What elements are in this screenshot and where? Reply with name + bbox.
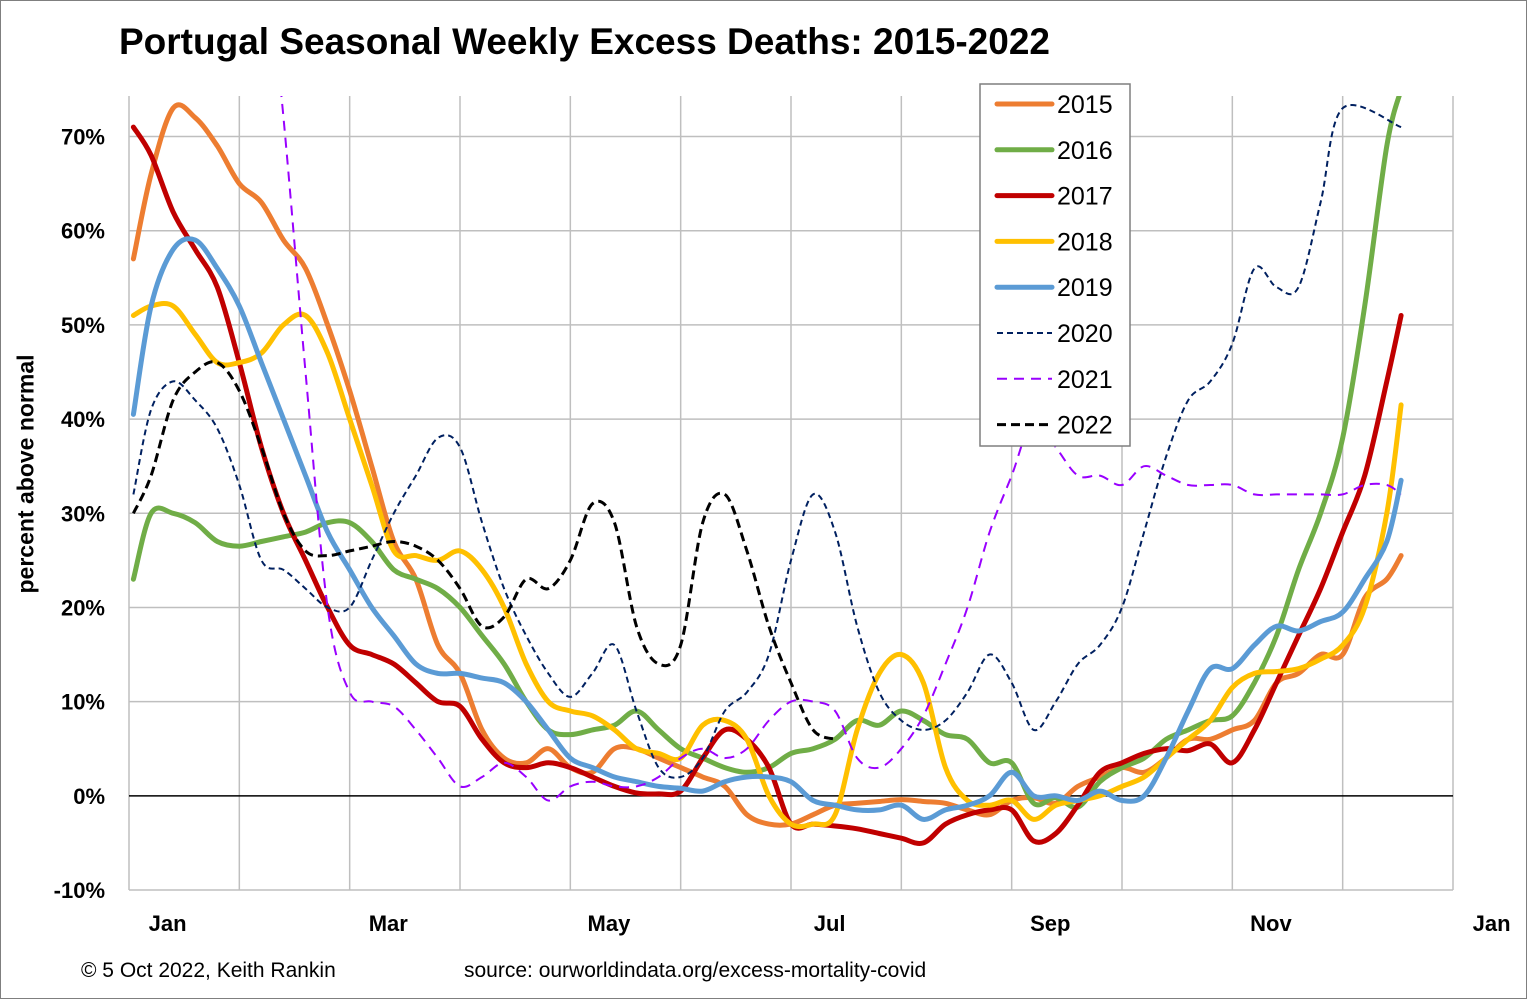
series-lines [130,96,1404,846]
legend-label-2022: 2022 [1057,412,1113,440]
y-tick-label: 20% [61,595,105,620]
chart-title: Portugal Seasonal Weekly Excess Deaths: … [119,21,1050,62]
series-line-2018 [130,301,1404,830]
legend: 2015 2016 2017 2018 2019 2020 2021 2022 [979,83,1131,447]
series-line-2017 [130,124,1404,846]
legend-box [979,83,1131,447]
x-tick-label: Jan [1473,911,1511,936]
footer-credit: © 5 Oct 2022, Keith Rankin [81,959,336,982]
x-tick-label: Jul [814,911,846,936]
y-tick-label: 40% [61,407,105,432]
x-tick-label: May [588,911,632,936]
x-tick-label: Mar [369,911,409,936]
legend-label-2017: 2017 [1057,183,1113,211]
series-line-2022 [132,360,836,741]
legend-label-2015: 2015 [1057,91,1113,119]
y-tick-label: 50% [61,313,105,338]
legend-label-2018: 2018 [1057,228,1113,256]
y-tick-label: 70% [61,125,105,150]
y-tick-label: -10% [54,878,105,903]
series-line-2016 [130,96,1402,810]
footer-source: source: ourworldindata.org/excess-mortal… [464,959,927,982]
y-tick-label: 60% [61,219,105,244]
x-tick-label: Jan [149,911,187,936]
legend-label-2019: 2019 [1057,274,1113,302]
y-tick-label: 10% [61,690,105,715]
y-tick-label: 30% [61,501,105,526]
x-tick-label: Sep [1030,911,1070,936]
gridlines [128,96,1454,891]
series-line-2019 [130,236,1404,822]
x-tick-label: Nov [1250,911,1292,936]
series-line-2020 [132,104,1402,779]
series-line-2021 [280,96,1402,802]
legend-label-2016: 2016 [1057,137,1113,165]
legend-label-2020: 2020 [1057,320,1113,348]
y-tick-label: 0% [73,784,105,809]
legend-label-2021: 2021 [1057,366,1113,394]
tick-labels: -10% 0% 10% 20% 30% 40% 50% 60% 70% Jan Mar May Jul S… [54,125,1511,936]
